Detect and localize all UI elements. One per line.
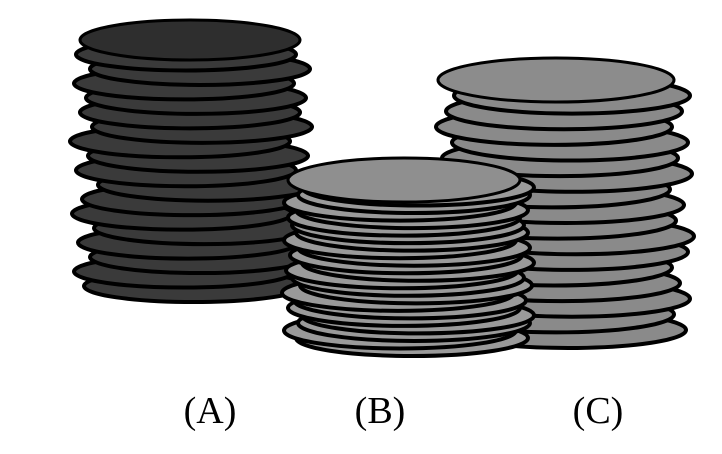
coin-stack-b: [280, 156, 536, 358]
coin-top: [78, 18, 302, 62]
coin-stack-a: [68, 18, 320, 304]
coin-top: [286, 156, 522, 204]
stack-label-a: (A): [183, 390, 237, 432]
stack-label-b: (B): [354, 390, 406, 432]
stack-label-c: (C): [572, 390, 624, 432]
coin-top: [436, 56, 676, 104]
